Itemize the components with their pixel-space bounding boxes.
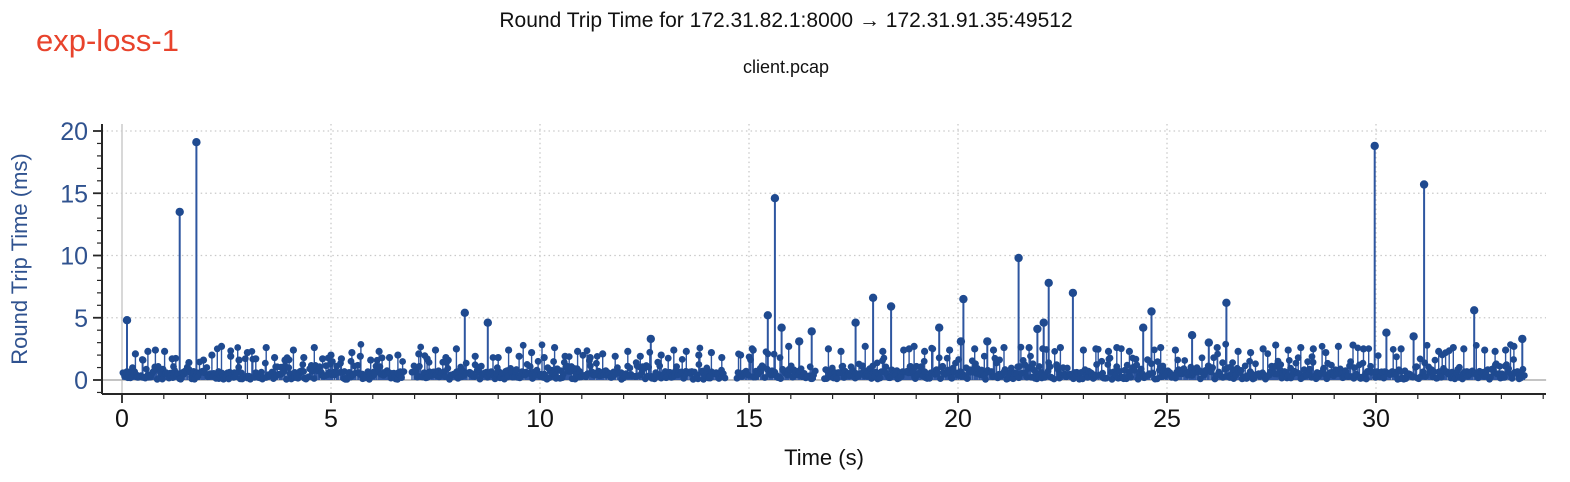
stem-lines (122, 142, 1526, 380)
ticks (93, 130, 1544, 403)
x-tick-label: 15 (735, 405, 763, 433)
y-axis-label: Round Trip Time (ms) (7, 153, 32, 365)
x-axis-label: Time (s) (784, 445, 864, 470)
y-tick-label: 15 (60, 180, 88, 208)
stem-markers (119, 138, 1528, 383)
chart-title: Round Trip Time for 172.31.82.1:8000 → 1… (499, 9, 1072, 32)
axes (101, 124, 1546, 395)
y-tick-label: 5 (74, 305, 88, 333)
y-tick-label: 0 (74, 367, 88, 395)
x-tick-label: 0 (115, 405, 129, 433)
chart-subtitle: client.pcap (743, 57, 829, 77)
x-tick-label: 5 (324, 405, 338, 433)
experiment-label: exp-loss-1 (36, 23, 179, 58)
y-tick-label: 10 (60, 243, 88, 271)
x-tick-label: 20 (944, 405, 972, 433)
x-tick-label: 30 (1362, 405, 1390, 433)
gridlines (102, 124, 1546, 394)
y-tick-label: 20 (60, 118, 88, 146)
x-tick-label: 10 (526, 405, 554, 433)
x-tick-label: 25 (1153, 405, 1181, 433)
tick-labels: 0 5 10 15 20 0 5 10 15 20 25 30 (60, 118, 1390, 433)
spike-stems (126, 142, 1524, 380)
plot-area: 0 5 10 15 20 0 5 10 15 20 25 30 (60, 118, 1547, 433)
